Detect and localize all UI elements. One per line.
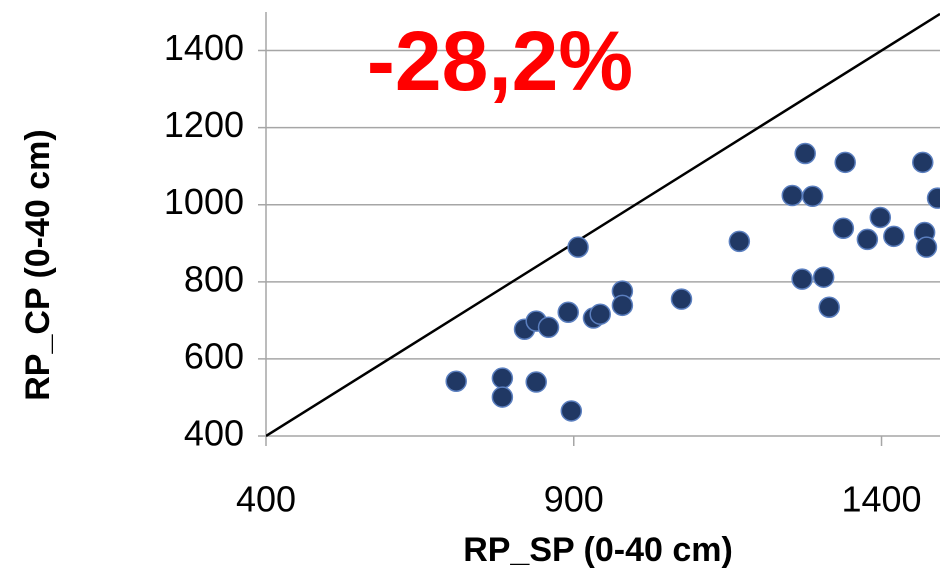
data-point xyxy=(926,187,940,209)
data-point xyxy=(856,228,879,251)
x-axis-title: RP_SP (0-40 cm) xyxy=(463,531,733,569)
data-point xyxy=(537,316,560,339)
y-axis-title: RP_CP (0-40 cm) xyxy=(19,129,57,401)
y-tick-label: 1400 xyxy=(164,27,244,68)
data-point xyxy=(525,371,547,393)
y-tick-label: 1000 xyxy=(164,181,244,222)
x-tick-label: 900 xyxy=(544,479,604,520)
data-point xyxy=(589,303,611,325)
y-tick-label: 600 xyxy=(184,335,244,376)
data-point xyxy=(560,400,583,422)
data-point xyxy=(445,370,467,393)
data-point xyxy=(557,301,579,324)
data-point xyxy=(794,142,816,165)
data-point xyxy=(912,151,934,174)
data-point xyxy=(869,206,892,229)
identity-line xyxy=(266,12,940,437)
data-point xyxy=(670,288,693,310)
annotation: -28,2% xyxy=(367,14,633,108)
data-point xyxy=(883,225,905,248)
y-tick-label: 1200 xyxy=(164,104,244,145)
data-point xyxy=(791,268,813,290)
data-point xyxy=(812,266,835,288)
x-tick-label: 1400 xyxy=(841,479,921,520)
data-point xyxy=(491,386,514,408)
data-point xyxy=(834,151,856,174)
y-tick-label: 800 xyxy=(184,258,244,299)
data-point xyxy=(781,184,804,207)
data-point xyxy=(611,294,634,317)
data-point xyxy=(728,230,751,253)
data-point xyxy=(567,236,589,258)
data-point xyxy=(801,185,824,207)
data-point xyxy=(832,217,855,239)
data-point xyxy=(818,296,840,319)
x-tick-label: 400 xyxy=(236,479,296,520)
data-point xyxy=(915,236,938,258)
y-tick-label: 400 xyxy=(184,413,244,454)
data-point xyxy=(491,367,514,389)
